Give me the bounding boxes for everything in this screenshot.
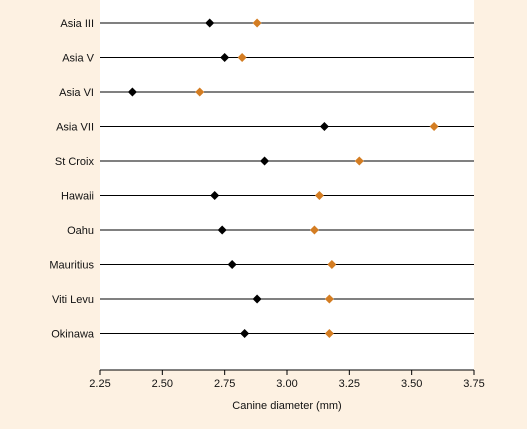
data-point (217, 225, 227, 235)
data-point (127, 87, 137, 97)
category-label: St Croix (55, 156, 95, 168)
category-label: Okinawa (51, 329, 95, 341)
data-point (205, 18, 215, 28)
data-point (319, 122, 329, 131)
data-point (260, 156, 270, 166)
category-label: Asia VI (59, 87, 94, 99)
category-label: Viti Levu (52, 294, 94, 306)
x-tick-label: 2.75 (214, 378, 235, 390)
x-tick-label: 3.50 (401, 378, 422, 390)
category-label: Asia III (60, 18, 94, 30)
x-tick-label: 3.75 (463, 378, 484, 390)
x-tick-label: 2.50 (152, 378, 173, 390)
data-point (314, 191, 324, 200)
category-labels: Asia III Asia V Asia VI Asia VII St Croix Haw… (49, 18, 95, 341)
data-point (429, 122, 439, 131)
data-markers (127, 18, 439, 338)
data-point (237, 53, 247, 62)
category-label: Hawaii (61, 191, 94, 203)
category-label: Asia V (62, 53, 94, 65)
data-point (240, 329, 250, 338)
data-point (354, 156, 364, 166)
data-point (210, 191, 220, 200)
x-tick-label: 3.25 (339, 378, 360, 390)
data-point (324, 329, 334, 338)
category-label: Oahu (67, 225, 94, 237)
x-ticks: 2.25 2.50 2.75 3.00 3.25 3.50 3.75 (89, 370, 485, 390)
data-point (195, 87, 205, 97)
grid-lines (100, 22, 474, 334)
data-point (227, 260, 237, 269)
data-point (324, 294, 334, 304)
data-point (252, 18, 262, 28)
x-axis-title: Canine diameter (mm) (232, 400, 341, 412)
data-point (309, 225, 319, 235)
category-label: Asia VII (56, 122, 94, 134)
data-point (327, 260, 337, 269)
data-point (252, 294, 262, 304)
x-tick-label: 2.25 (89, 378, 110, 390)
x-tick-label: 3.00 (276, 378, 297, 390)
plot-area (100, 0, 474, 370)
category-label: Mauritius (49, 260, 94, 272)
data-point (220, 53, 230, 62)
